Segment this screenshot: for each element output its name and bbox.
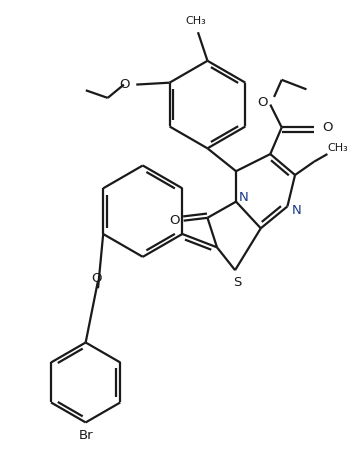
Text: O: O bbox=[119, 78, 129, 91]
Text: N: N bbox=[292, 204, 302, 217]
Text: O: O bbox=[91, 272, 101, 285]
Text: N: N bbox=[239, 191, 248, 205]
Text: Br: Br bbox=[78, 429, 93, 442]
Text: O: O bbox=[169, 214, 180, 227]
Text: CH₃: CH₃ bbox=[186, 16, 206, 26]
Text: S: S bbox=[233, 276, 241, 289]
Text: O: O bbox=[323, 121, 333, 134]
Text: O: O bbox=[258, 96, 268, 109]
Text: CH₃: CH₃ bbox=[327, 143, 348, 154]
